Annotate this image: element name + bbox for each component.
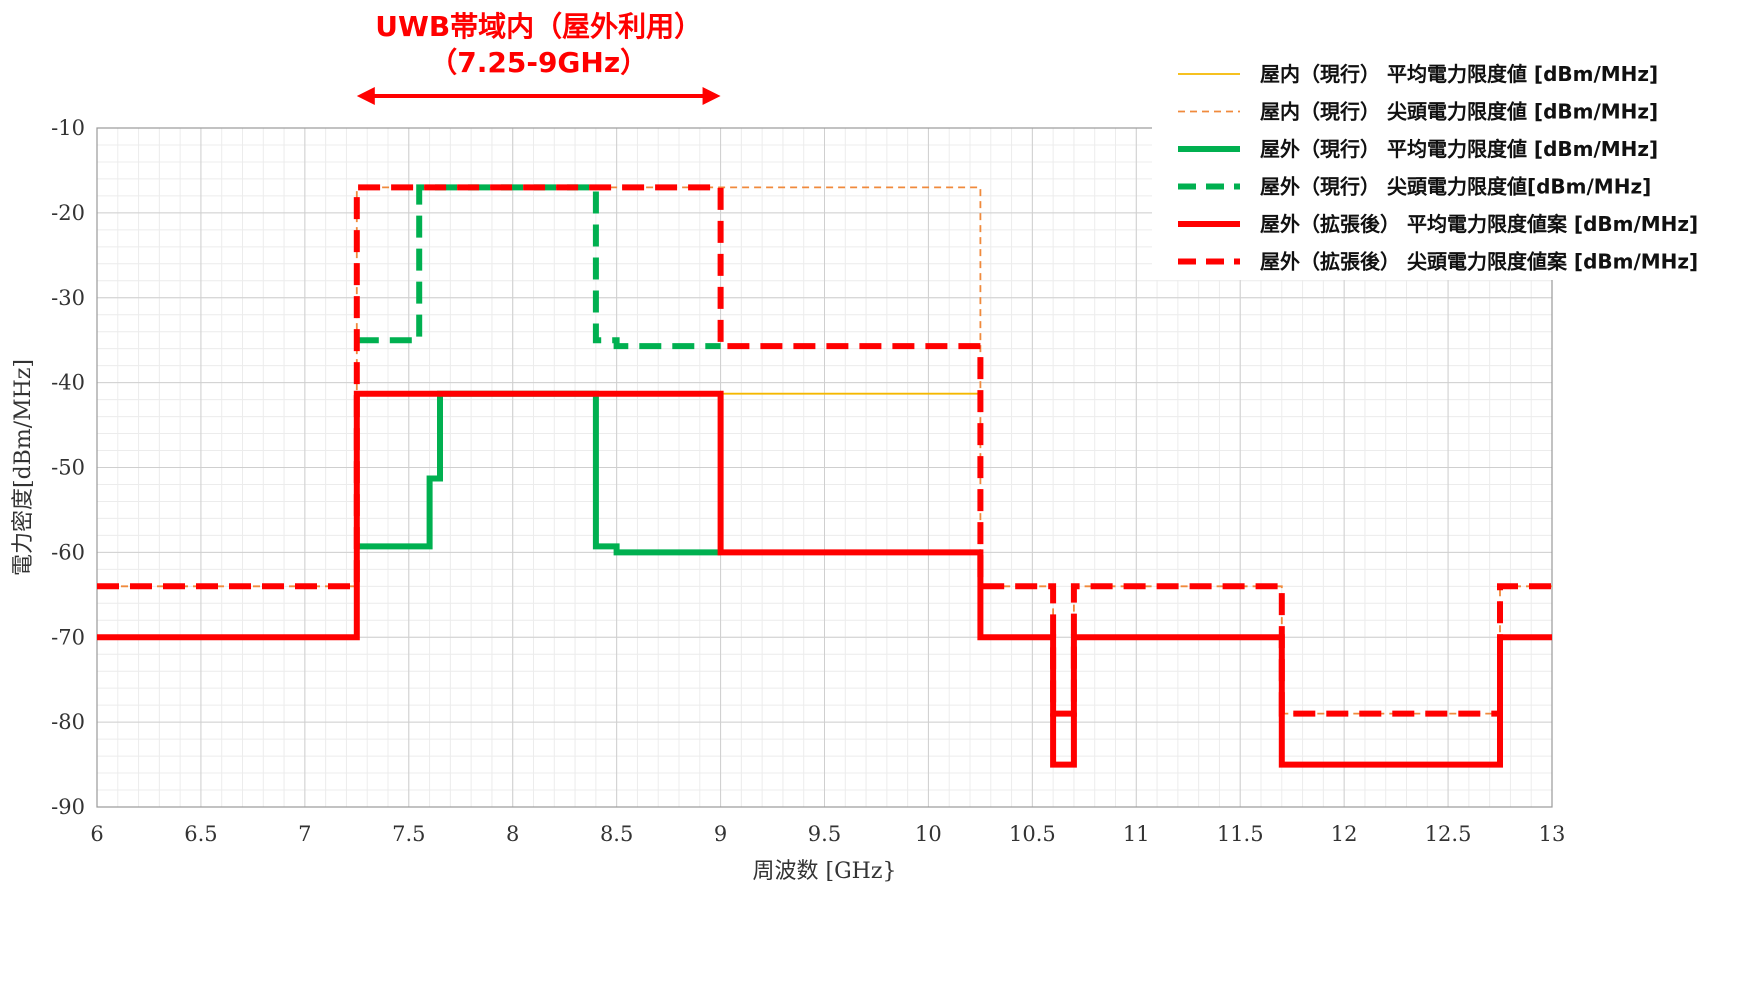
y-tick-label: -30 <box>51 286 85 310</box>
y-tick-label: -80 <box>51 710 85 734</box>
series-lines <box>97 184 1552 768</box>
y-tick-label: -40 <box>51 371 85 395</box>
y-tick-label: -70 <box>51 625 85 649</box>
x-tick-label: 11 <box>1123 822 1150 846</box>
legend-background <box>1152 52 1752 280</box>
x-tick-label: 11.5 <box>1217 822 1264 846</box>
y-tick-label: -90 <box>51 795 85 819</box>
plot-frame <box>96 127 1553 808</box>
series-line-4 <box>356 184 721 350</box>
annotation-line-1: UWB帯域内（屋外利用） <box>375 10 702 43</box>
band-arrow-head-left <box>356 87 375 105</box>
x-tick-label: 9.5 <box>808 822 841 846</box>
y-axis-label: 電力密度[dBm/MHz] <box>11 359 36 576</box>
legend-label-6: 屋外（拡張後） 尖頭電力限度値案 [dBm/MHz] <box>1260 250 1698 274</box>
legend: 屋内（現行） 平均電力限度値 [dBm/MHz] 屋内（現行） 尖頭電力限度値 [… <box>1152 52 1752 280</box>
legend-label-1: 屋内（現行） 平均電力限度値 [dBm/MHz] <box>1260 62 1658 86</box>
x-tick-label: 12 <box>1331 822 1358 846</box>
x-tick-label: 7 <box>298 822 311 846</box>
x-tick-label: 9 <box>714 822 727 846</box>
x-tick-label: 10.5 <box>1009 822 1056 846</box>
series-line-3 <box>356 390 721 556</box>
y-tick-label: -60 <box>51 540 85 564</box>
x-tick-label: 12.5 <box>1425 822 1472 846</box>
annotation-line-2: （7.25-9GHz） <box>429 46 648 79</box>
series-line-6 <box>97 184 1552 717</box>
y-tick-label: -20 <box>51 201 85 225</box>
legend-label-3: 屋外（現行） 平均電力限度値 [dBm/MHz] <box>1260 137 1658 161</box>
legend-label-2: 屋内（現行） 尖頭電力限度値 [dBm/MHz] <box>1260 100 1658 124</box>
uwb-band-annotation: UWB帯域内（屋外利用） （7.25-9GHz） <box>356 10 721 105</box>
x-tick-label: 8 <box>506 822 519 846</box>
x-tick-label: 8.5 <box>600 822 633 846</box>
axes: 6 6.5 7 7.5 8 8.5 9 9.5 10 10.5 11 11.5 12 12.5 13 -10 -… <box>51 116 1565 846</box>
x-tick-label: 10 <box>915 822 942 846</box>
x-tick-label: 6.5 <box>184 822 217 846</box>
legend-label-5: 屋外（拡張後） 平均電力限度値案 [dBm/MHz] <box>1260 212 1698 236</box>
x-tick-label: 7.5 <box>392 822 425 846</box>
x-tick-label: 6 <box>90 822 103 846</box>
y-tick-label: -10 <box>51 116 85 140</box>
legend-label-4: 屋外（現行） 尖頭電力限度値[dBm/MHz] <box>1260 175 1651 199</box>
x-tick-label: 13 <box>1539 822 1566 846</box>
band-arrow-head-right <box>702 87 721 105</box>
y-tick-label: -50 <box>51 456 85 480</box>
x-axis-label: 周波数 [GHz} <box>753 859 897 884</box>
